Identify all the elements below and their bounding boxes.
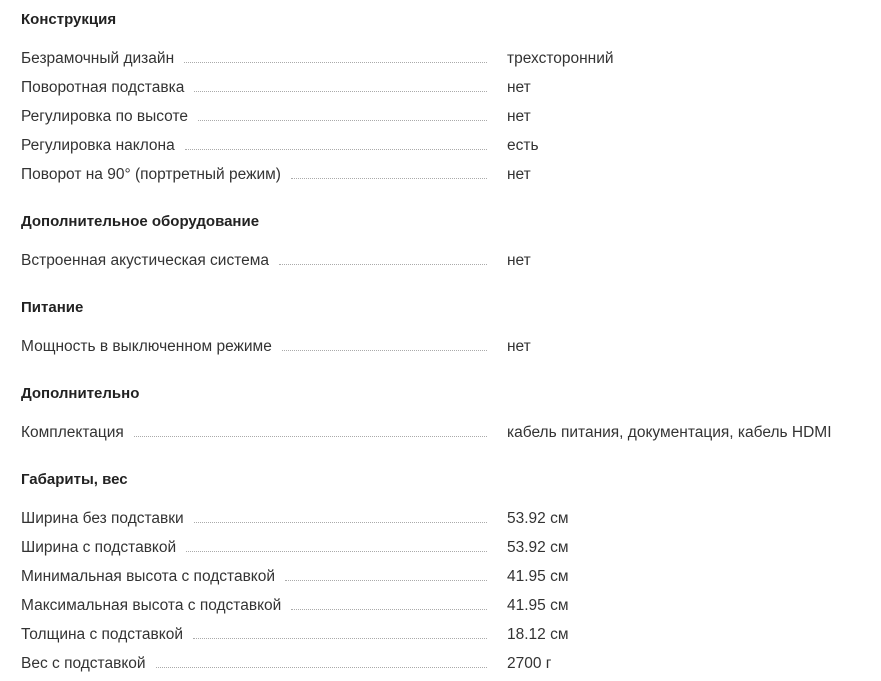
spec-value: 2700 г [507,655,552,672]
spec-label: Поворотная подставка [21,79,185,96]
dotted-leader [198,120,487,121]
spec-row: Вес с подставкой 2700 г [21,649,845,678]
dotted-leader [279,264,487,265]
section-title: Питание [21,299,84,316]
dotted-leader [155,667,487,668]
spec-section: Питание Мощность в выключенном режиме нет [21,297,845,361]
spec-row: Регулировка по высоте нет [21,102,845,131]
section-title: Конструкция [21,11,117,28]
spec-label: Ширина без подставки [21,510,184,527]
section-title: Дополнительное оборудование [21,213,260,230]
dotted-leader [194,91,487,92]
spec-value: нет [507,108,531,125]
dotted-leader [186,551,487,552]
spec-value: кабель питания, документация, кабель HDM… [507,424,832,441]
spec-label: Регулировка по высоте [21,108,189,125]
spec-row: Регулировка наклона есть [21,131,845,160]
spec-value: нет [507,252,531,269]
spec-label: Толщина с подставкой [21,626,184,643]
spec-label: Поворот на 90° (портретный режим) [21,166,281,183]
spec-row: Встроенная акустическая система нет [21,246,845,275]
spec-label: Мощность в выключенном режиме [21,338,272,355]
spec-value: трехсторонний [507,50,614,67]
spec-value: 41.95 см [507,597,569,614]
spec-row: Ширина с подставкой 53.92 см [21,533,845,562]
spec-value: нет [507,79,531,96]
dotted-leader [184,62,487,63]
dotted-leader [290,178,487,179]
spec-section: Конструкция Безрамочный дизайн трехсторонн… [21,9,845,189]
spec-label: Встроенная акустическая система [21,252,270,269]
spec-row: Минимальная высота с подставкой 41.95 см [21,562,845,591]
spec-value: 18.12 см [507,626,569,643]
spec-value: 53.92 см [507,539,569,556]
section-title: Габариты, вес [21,471,128,488]
section-title: Дополнительно [21,385,140,402]
dotted-leader [193,638,487,639]
spec-value: 41.95 см [507,568,569,585]
dotted-leader [193,522,487,523]
spec-section: Габариты, вес Ширина без подставки 53.92 с… [21,469,845,678]
spec-label: Комплектация [21,424,124,441]
spec-label: Регулировка наклона [21,137,175,154]
spec-value: 53.92 см [507,510,569,527]
specifications-list: Конструкция Безрамочный дизайн трехсторонн… [21,9,845,678]
spec-value: нет [507,338,531,355]
spec-row: Комплектация кабель питания, документация… [21,418,845,447]
spec-row: Максимальная высота с подставкой 41.95 см [21,591,845,620]
spec-label: Безрамочный дизайн [21,50,175,67]
spec-row: Мощность в выключенном режиме нет [21,332,845,361]
dotted-leader [184,149,487,150]
dotted-leader [133,436,487,437]
spec-label: Ширина с подставкой [21,539,177,556]
spec-value: нет [507,166,531,183]
dotted-leader [281,350,487,351]
spec-label: Максимальная высота с подставкой [21,597,282,614]
dotted-leader [291,609,487,610]
spec-row: Безрамочный дизайн трехсторонний [21,44,845,73]
spec-label: Минимальная высота с подставкой [21,568,276,585]
spec-row: Поворот на 90° (портретный режим) нет [21,160,845,189]
spec-label: Вес с подставкой [21,655,146,672]
spec-row: Ширина без подставки 53.92 см [21,504,845,533]
spec-section: Дополнительное оборудование Встроенная ак… [21,211,845,275]
spec-row: Поворотная подставка нет [21,73,845,102]
spec-row: Толщина с подставкой 18.12 см [21,620,845,649]
spec-value: есть [507,137,539,154]
spec-section: Дополнительно Комплектация кабель питания,… [21,383,845,447]
dotted-leader [285,580,487,581]
